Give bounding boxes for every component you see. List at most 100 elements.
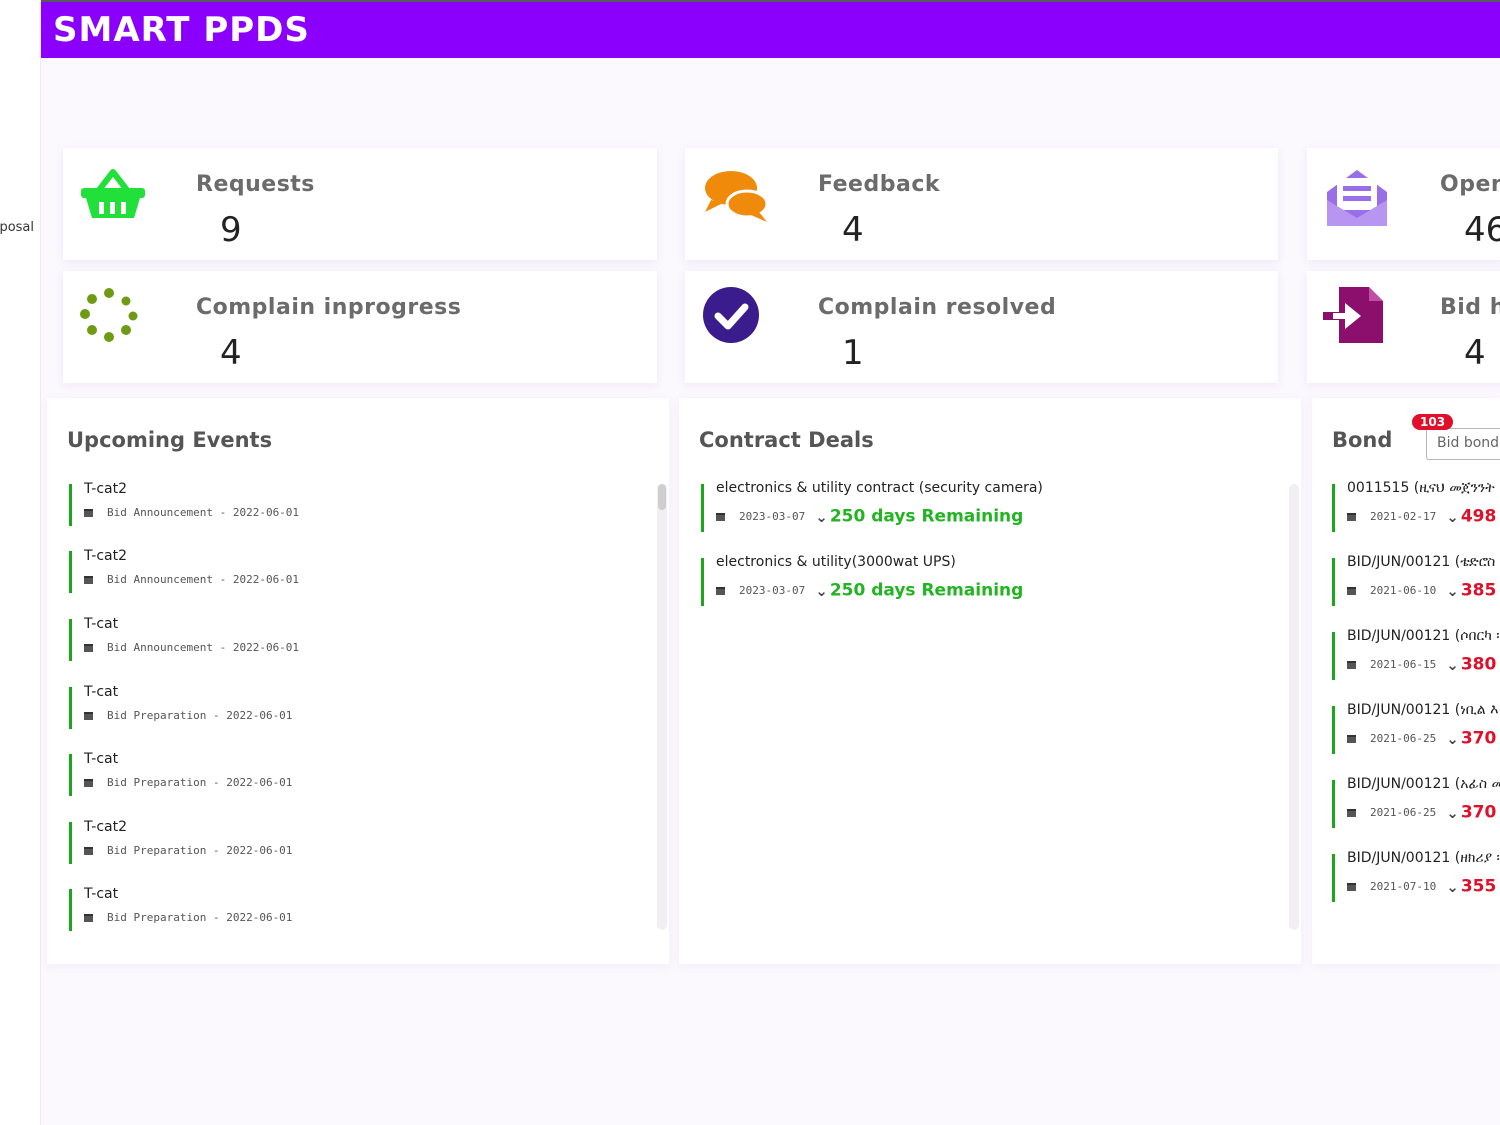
file-import-icon (1323, 287, 1391, 355)
bond-name: BID/JUN/00121 (ሶበርካ ፡ (1347, 628, 1500, 644)
event-meta: Bid Preparation - 2022-06-01 (84, 709, 292, 722)
panel-title: Bond (1332, 428, 1393, 452)
list-item[interactable]: T-cat Bid Announcement - 2022-06-01 (69, 616, 629, 661)
basket-icon (79, 164, 147, 232)
calendar-icon (84, 914, 93, 922)
deals-scrollbar[interactable] (1289, 484, 1299, 930)
card-label: Requests (196, 172, 315, 197)
bond-value: 355 (1460, 876, 1497, 897)
calendar-icon (1347, 808, 1356, 817)
bond-date: 2021-07-10 (1370, 880, 1437, 893)
list-item[interactable]: BID/JUN/00121 (አፊስ መ 2021-06-25 ⌄ 370 (1332, 776, 1500, 828)
check-circle-icon (701, 287, 769, 355)
list-item[interactable]: T-cat Bid Preparation - 2022-06-01 (69, 751, 629, 796)
chat-bubbles-icon (701, 164, 769, 232)
bond-name: BID/JUN/00121 (አፊስ መ (1347, 776, 1500, 792)
event-meta: Bid Announcement - 2022-06-01 (84, 506, 299, 519)
list-item[interactable]: BID/JUN/00121 (ሶበርካ ፡ 2021-06-15 ⌄ 380 (1332, 628, 1500, 680)
bond-date: 2021-06-10 (1370, 584, 1437, 597)
deal-meta: 2023-03-07 ⌄ 250 days Remaining (716, 506, 1023, 527)
event-name: T-cat (84, 751, 119, 767)
chevron-double-down-icon: ⌄ (1446, 581, 1459, 600)
bond-name: BID/JUN/00121 (ቴድሮስ (1347, 554, 1496, 570)
event-meta-text: Bid Preparation - 2022-06-01 (107, 911, 293, 924)
event-meta: Bid Announcement - 2022-06-01 (84, 641, 299, 654)
calendar-icon (84, 779, 93, 787)
bond-value: 370 (1460, 802, 1497, 823)
bond-value: 370 (1460, 728, 1497, 749)
bond-meta: 2021-06-15 ⌄ 380 (1347, 654, 1496, 675)
card-complain-resolved[interactable]: Complain resolved 1 (685, 271, 1278, 383)
card-value: 9 (220, 210, 242, 250)
calendar-icon (84, 576, 93, 584)
bond-name: 0011515 (ዚናህ መጀንንት (1347, 480, 1495, 496)
card-label: Open (1440, 172, 1500, 197)
bond-meta: 2021-06-10 ⌄ 385 (1347, 580, 1496, 601)
card-value: 4 (220, 333, 242, 373)
card-complain-inprogress[interactable]: Complain inprogress 4 (63, 271, 657, 383)
calendar-icon (1347, 734, 1356, 743)
bond-date: 2021-06-25 (1370, 732, 1437, 745)
deal-name: electronics & utility(3000wat UPS) (716, 554, 956, 570)
event-meta-text: Bid Announcement - 2022-06-01 (107, 641, 300, 654)
bond-date: 2021-06-25 (1370, 806, 1437, 819)
contract-deals-panel: Contract Deals electronics & utility con… (679, 398, 1301, 964)
bond-meta: 2021-06-25 ⌄ 370 (1347, 728, 1496, 749)
sidebar-item-label[interactable]: posal (0, 220, 34, 235)
chevron-double-down-icon: ⌄ (1446, 655, 1459, 674)
bond-panel: Bond Bid bond 103 0011515 (ዚናህ መጀንንት 202… (1312, 398, 1500, 964)
list-item[interactable]: BID/JUN/00121 (ቴድሮስ 2021-06-10 ⌄ 385 (1332, 554, 1500, 606)
chevron-double-down-icon: ⌄ (1446, 803, 1459, 822)
event-name: T-cat2 (84, 819, 127, 835)
chevron-double-down-icon: ⌄ (1446, 507, 1459, 526)
list-item[interactable]: T-cat Bid Preparation - 2022-06-01 (69, 886, 629, 931)
event-name: T-cat (84, 886, 119, 902)
list-item[interactable]: T-cat Bid Preparation - 2022-06-01 (69, 684, 629, 729)
list-item[interactable]: BID/JUN/00121 (ዘክሪያ ፡ 2021-07-10 ⌄ 355 (1332, 850, 1500, 902)
list-item[interactable]: electronics & utility contract (security… (701, 480, 1261, 532)
spinner-icon (79, 287, 147, 355)
bond-meta: 2021-02-17 ⌄ 498 (1347, 506, 1496, 527)
chevron-double-down-icon: ⌄ (1446, 729, 1459, 748)
scrollbar-thumb[interactable] (658, 484, 666, 510)
calendar-icon (84, 847, 93, 855)
calendar-icon (716, 512, 725, 521)
upcoming-events-panel: Upcoming Events T-cat2 Bid Announcement … (47, 398, 669, 964)
list-item[interactable]: electronics & utility(3000wat UPS) 2023-… (701, 554, 1261, 606)
bond-name: BID/JUN/00121 (ነቢል እ (1347, 702, 1499, 718)
count-badge: 103 (1412, 414, 1454, 430)
bond-type-select[interactable]: Bid bond (1426, 428, 1500, 460)
event-name: T-cat (84, 616, 119, 632)
event-name: T-cat (84, 684, 119, 700)
bond-meta: 2021-07-10 ⌄ 355 (1347, 876, 1496, 897)
list-item[interactable]: T-cat2 Bid Announcement - 2022-06-01 (69, 548, 629, 593)
panel-title: Upcoming Events (67, 428, 273, 452)
event-name: T-cat2 (84, 481, 127, 497)
bond-date: 2021-02-17 (1370, 510, 1437, 523)
card-open[interactable]: Open 46 (1307, 148, 1500, 260)
calendar-icon (84, 712, 93, 720)
card-bid-held[interactable]: Bid he 4 (1307, 271, 1500, 383)
bond-meta: 2021-06-25 ⌄ 370 (1347, 802, 1496, 823)
card-value: 1 (842, 333, 864, 373)
card-label: Complain resolved (818, 295, 1057, 320)
event-meta: Bid Preparation - 2022-06-01 (84, 776, 292, 789)
header: SMART PPDS (41, 2, 1500, 58)
event-meta-text: Bid Announcement - 2022-06-01 (107, 573, 300, 586)
list-item[interactable]: 0011515 (ዚናህ መጀንንት 2021-02-17 ⌄ 498 (1332, 480, 1500, 532)
list-item[interactable]: T-cat2 Bid Announcement - 2022-06-01 (69, 481, 629, 526)
events-scrollbar[interactable] (657, 484, 667, 930)
card-label: Feedback (818, 172, 940, 197)
open-envelope-icon (1323, 164, 1391, 232)
days-remaining: 250 days Remaining (829, 506, 1024, 527)
event-name: T-cat2 (84, 548, 127, 564)
card-label: Complain inprogress (196, 295, 462, 320)
card-requests[interactable]: Requests 9 (63, 148, 657, 260)
card-feedback[interactable]: Feedback 4 (685, 148, 1278, 260)
list-item[interactable]: BID/JUN/00121 (ነቢል እ 2021-06-25 ⌄ 370 (1332, 702, 1500, 754)
bond-value: 385 (1460, 580, 1497, 601)
list-item[interactable]: T-cat2 Bid Preparation - 2022-06-01 (69, 819, 629, 864)
app-brand[interactable]: SMART PPDS (53, 10, 310, 50)
card-label: Bid he (1440, 295, 1500, 320)
calendar-icon (84, 509, 93, 517)
